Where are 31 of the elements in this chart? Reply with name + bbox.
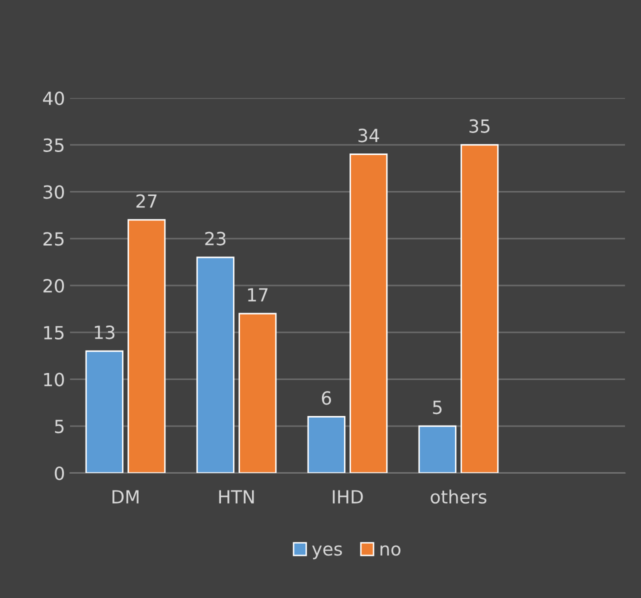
legend-label: no (380, 545, 400, 556)
x-tick-label: others (430, 490, 486, 504)
y-tick-label: 25 (43, 232, 64, 246)
bar (418, 425, 456, 473)
bar (238, 312, 277, 473)
data-label: 6 (322, 391, 332, 405)
y-tick-label: 20 (43, 278, 64, 293)
bar (128, 219, 166, 473)
y-tick-label: 10 (44, 372, 64, 386)
data-label: 13 (94, 326, 114, 340)
data-label: 35 (469, 119, 490, 133)
y-tick-label: 5 (55, 420, 64, 434)
x-tick-label: IHD (332, 490, 363, 504)
y-tick-label: 40 (43, 91, 64, 106)
y-tick-label: 30 (44, 185, 64, 199)
bar (350, 154, 388, 473)
data-label: 34 (358, 128, 380, 142)
y-tick-label: 35 (44, 138, 64, 152)
data-label: 5 (433, 400, 442, 414)
x-tick-label: HTN (219, 490, 254, 504)
bar (460, 144, 499, 473)
bar (85, 350, 124, 473)
bar (196, 256, 234, 473)
data-label: 23 (205, 232, 226, 246)
data-label: 17 (248, 288, 268, 302)
y-tick-label: 0 (54, 466, 64, 480)
x-tick-label: DM (112, 490, 138, 504)
data-label: 27 (136, 194, 157, 208)
y-tick-label: 15 (44, 326, 64, 340)
legend-label: yes (312, 545, 342, 560)
bar (307, 416, 346, 473)
